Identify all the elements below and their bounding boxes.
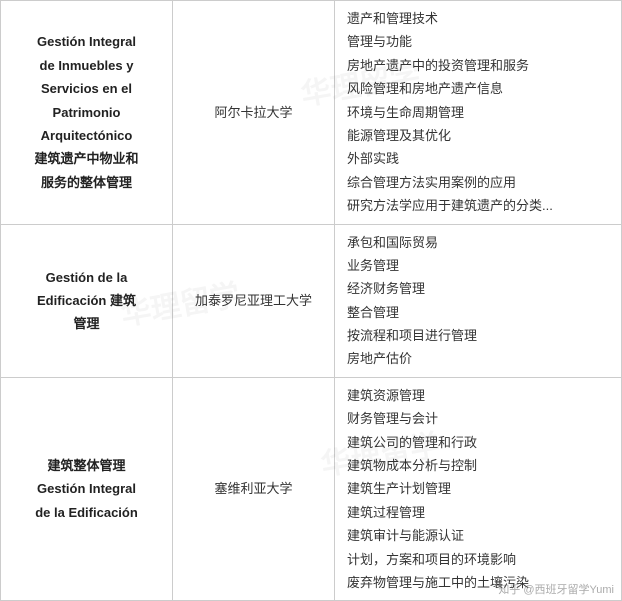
university-cell: 加泰罗尼亚理工大学 <box>173 224 335 377</box>
course-item: 财务管理与会计 <box>347 407 613 430</box>
program-line: de Inmuebles y <box>9 54 164 77</box>
program-cell: Gestión Integral de Inmuebles y Servicio… <box>1 1 173 225</box>
course-item: 废弃物管理与施工中的土壤污染 <box>347 571 613 594</box>
course-item: 研究方法学应用于建筑遗产的分类... <box>347 194 613 217</box>
course-item: 管理与功能 <box>347 30 613 53</box>
program-line: Gestión de la <box>9 266 164 289</box>
course-item: 房地产遗产中的投资管理和服务 <box>347 54 613 77</box>
table-body: Gestión Integral de Inmuebles y Servicio… <box>1 1 622 601</box>
table-row: 建筑整体管理 Gestión Integral de la Edificació… <box>1 377 622 601</box>
program-cell: Gestión de la Edificación 建筑 管理 <box>1 224 173 377</box>
university-cell: 阿尔卡拉大学 <box>173 1 335 225</box>
course-item: 房地产估价 <box>347 347 613 370</box>
table-wrapper: 华理留学 华理留学 华理留学 Gestión Integral de Inmue… <box>0 0 622 601</box>
program-line: 管理 <box>9 312 164 335</box>
course-item: 能源管理及其优化 <box>347 124 613 147</box>
program-line: 建筑整体管理 <box>9 454 164 477</box>
course-item: 建筑过程管理 <box>347 501 613 524</box>
program-line: Gestión Integral <box>9 477 164 500</box>
course-item: 环境与生命周期管理 <box>347 101 613 124</box>
course-item: 建筑资源管理 <box>347 384 613 407</box>
course-item: 建筑审计与能源认证 <box>347 524 613 547</box>
program-line: Edificación 建筑 <box>9 289 164 312</box>
program-line: Arquitectónico <box>9 124 164 147</box>
programs-table: Gestión Integral de Inmuebles y Servicio… <box>0 0 622 601</box>
program-line: Gestión Integral <box>9 30 164 53</box>
table-row: Gestión de la Edificación 建筑 管理 加泰罗尼亚理工大… <box>1 224 622 377</box>
course-item: 综合管理方法实用案例的应用 <box>347 171 613 194</box>
course-item: 承包和国际贸易 <box>347 231 613 254</box>
courses-cell: 建筑资源管理 财务管理与会计 建筑公司的管理和行政 建筑物成本分析与控制 建筑生… <box>335 377 622 601</box>
course-item: 风险管理和房地产遗产信息 <box>347 77 613 100</box>
course-item: 遗产和管理技术 <box>347 7 613 30</box>
program-line: Patrimonio <box>9 101 164 124</box>
course-item: 经济财务管理 <box>347 277 613 300</box>
course-item: 建筑物成本分析与控制 <box>347 454 613 477</box>
table-row: Gestión Integral de Inmuebles y Servicio… <box>1 1 622 225</box>
course-item: 按流程和项目进行管理 <box>347 324 613 347</box>
course-item: 业务管理 <box>347 254 613 277</box>
program-line: 服务的整体管理 <box>9 171 164 194</box>
program-line: de la Edificación <box>9 501 164 524</box>
course-item: 计划，方案和项目的环境影响 <box>347 548 613 571</box>
program-line: 建筑遗产中物业和 <box>9 147 164 170</box>
course-item: 建筑公司的管理和行政 <box>347 431 613 454</box>
courses-cell: 遗产和管理技术 管理与功能 房地产遗产中的投资管理和服务 风险管理和房地产遗产信… <box>335 1 622 225</box>
university-cell: 塞维利亚大学 <box>173 377 335 601</box>
course-item: 整合管理 <box>347 301 613 324</box>
course-item: 外部实践 <box>347 147 613 170</box>
program-line: Servicios en el <box>9 77 164 100</box>
course-item: 建筑生产计划管理 <box>347 477 613 500</box>
courses-cell: 承包和国际贸易 业务管理 经济财务管理 整合管理 按流程和项目进行管理 房地产估… <box>335 224 622 377</box>
program-cell: 建筑整体管理 Gestión Integral de la Edificació… <box>1 377 173 601</box>
